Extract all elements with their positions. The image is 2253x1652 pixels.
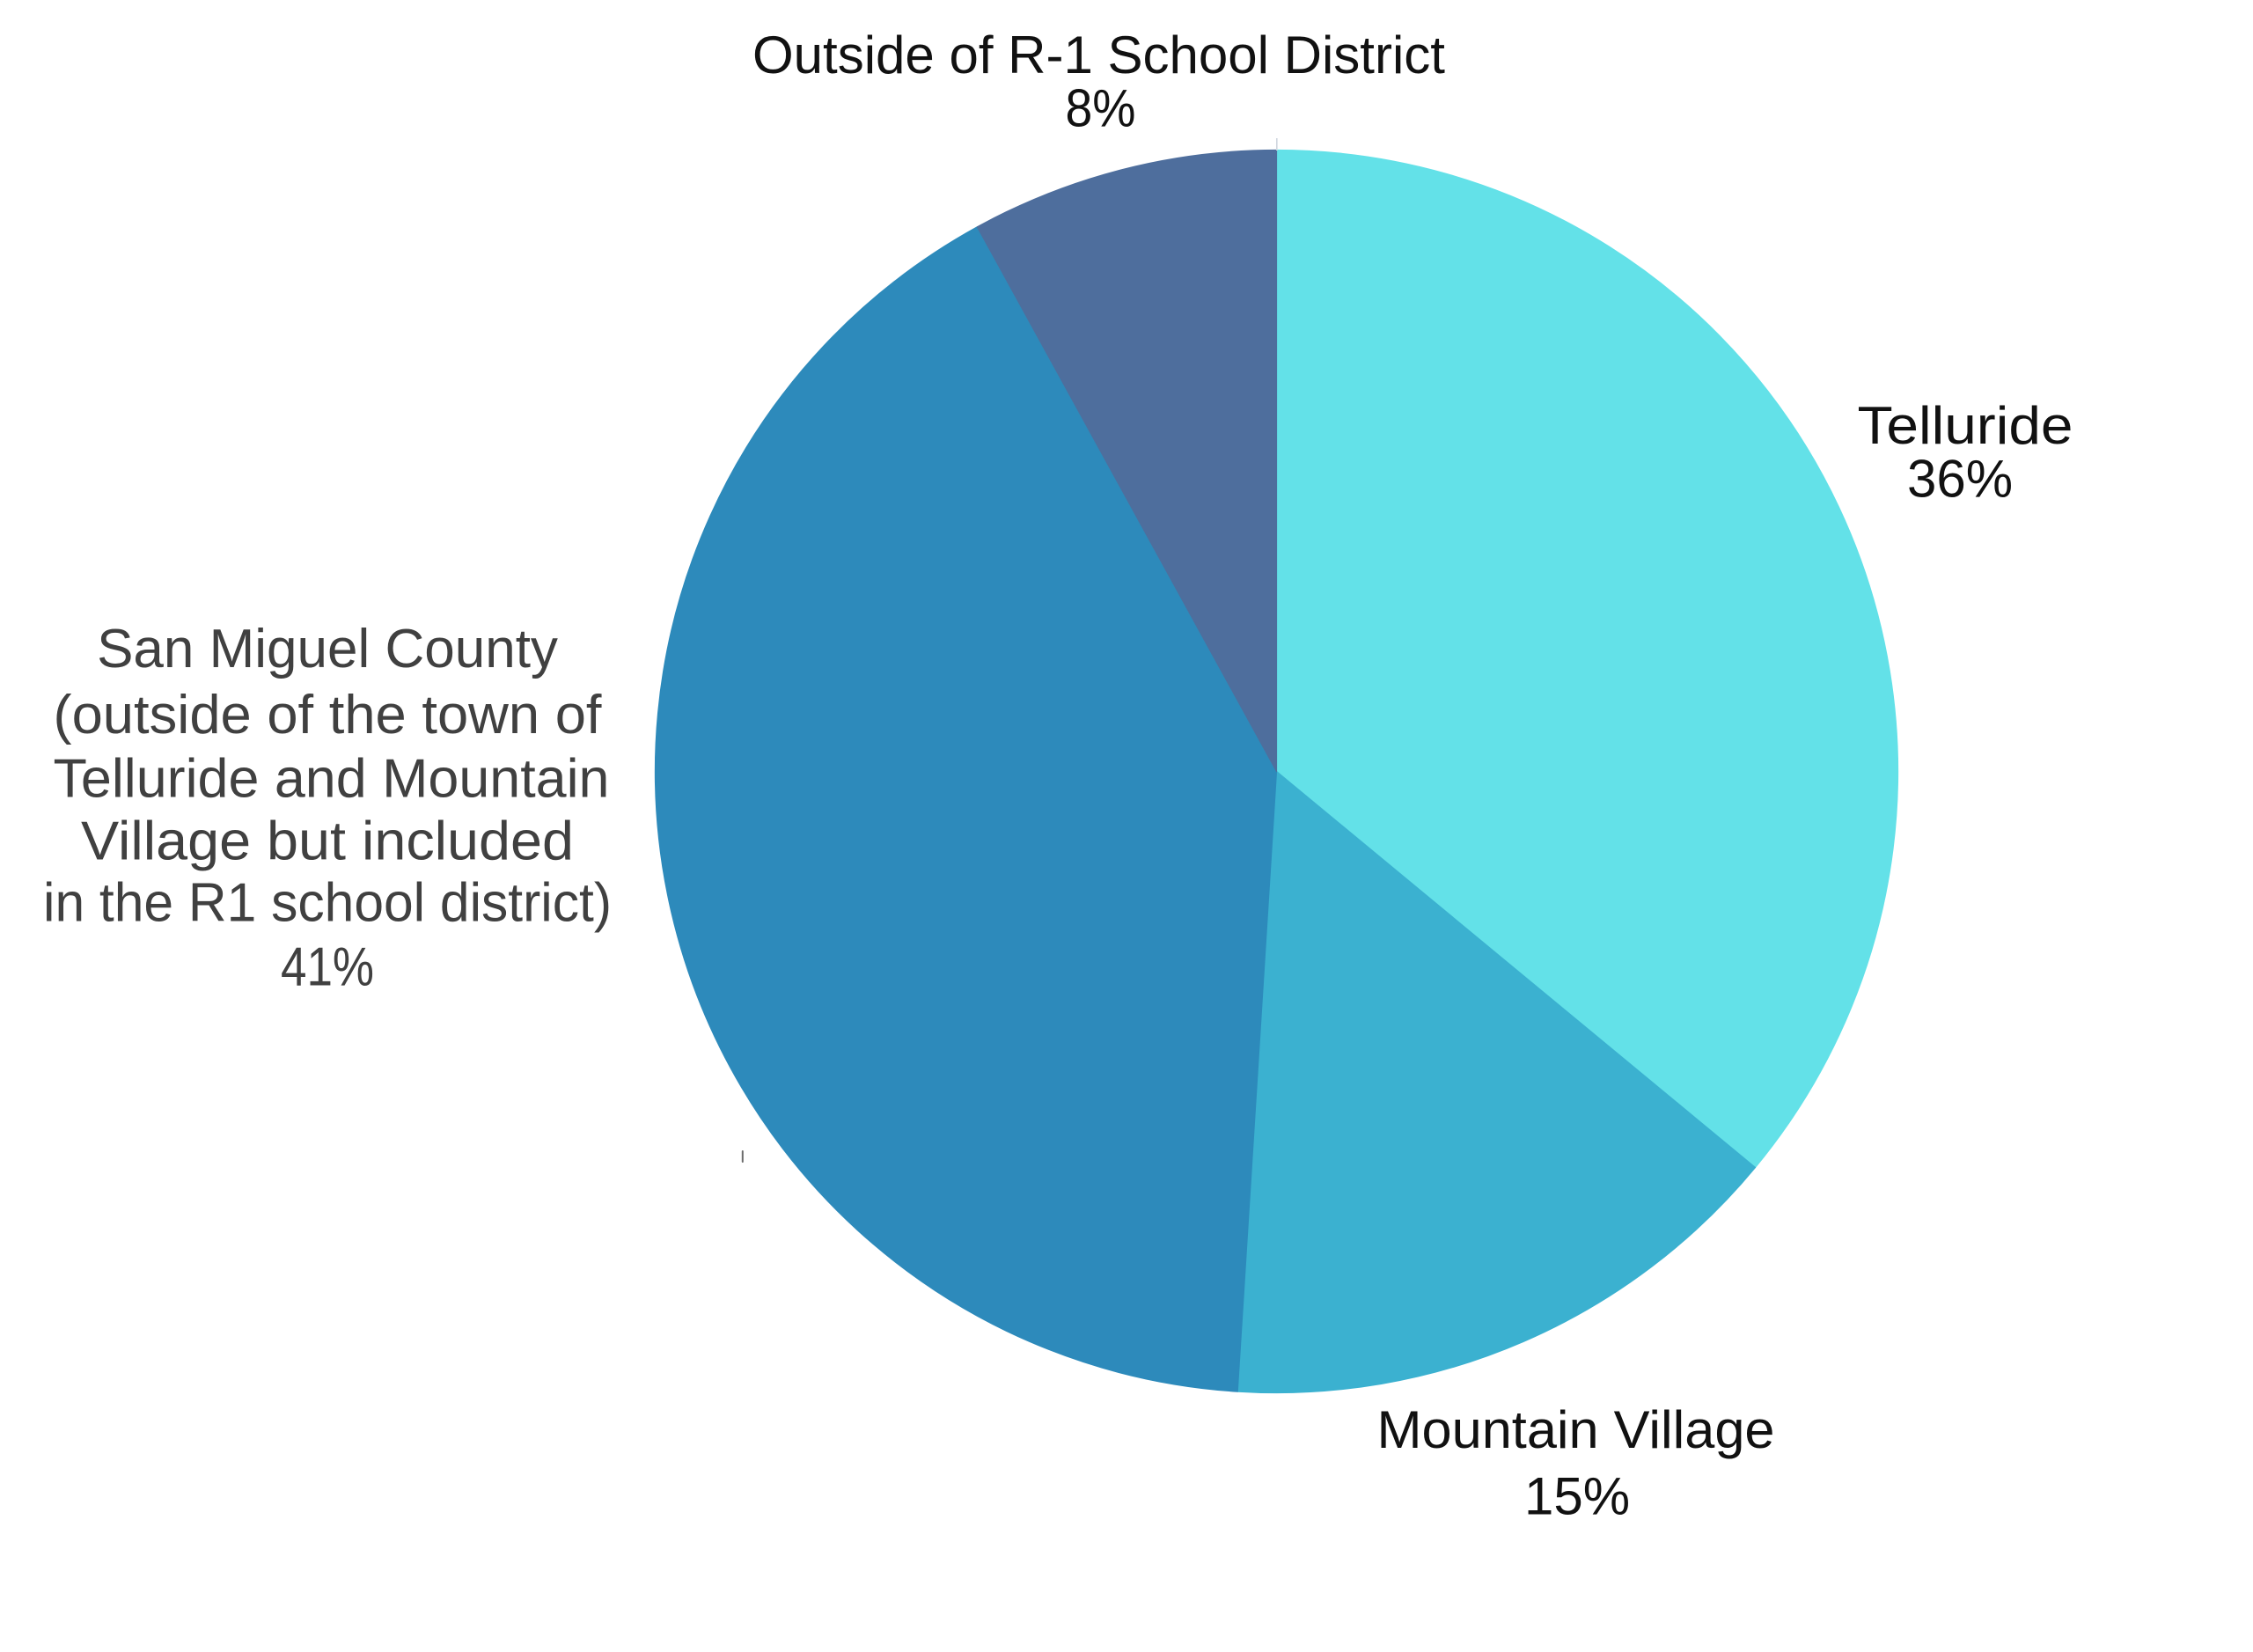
svg-text:(outside of the town of: (outside of the town of xyxy=(54,685,603,745)
svg-text:8%: 8% xyxy=(1066,79,1136,138)
svg-text:in the R1 school district): in the R1 school district) xyxy=(43,873,612,934)
svg-text:Mountain Village: Mountain Village xyxy=(1377,1400,1775,1459)
svg-text:15%: 15% xyxy=(1524,1466,1630,1525)
svg-text:41%: 41% xyxy=(281,937,374,998)
svg-text:San Miguel County: San Miguel County xyxy=(97,619,558,679)
svg-text:Telluride: Telluride xyxy=(1858,396,2073,455)
svg-text:Telluride and Mountain: Telluride and Mountain xyxy=(54,749,610,810)
svg-text:Village but included: Village but included xyxy=(81,811,574,872)
svg-text:36%: 36% xyxy=(1907,450,2013,509)
svg-text:Outside of R-1 School District: Outside of R-1 School District xyxy=(752,26,1445,84)
